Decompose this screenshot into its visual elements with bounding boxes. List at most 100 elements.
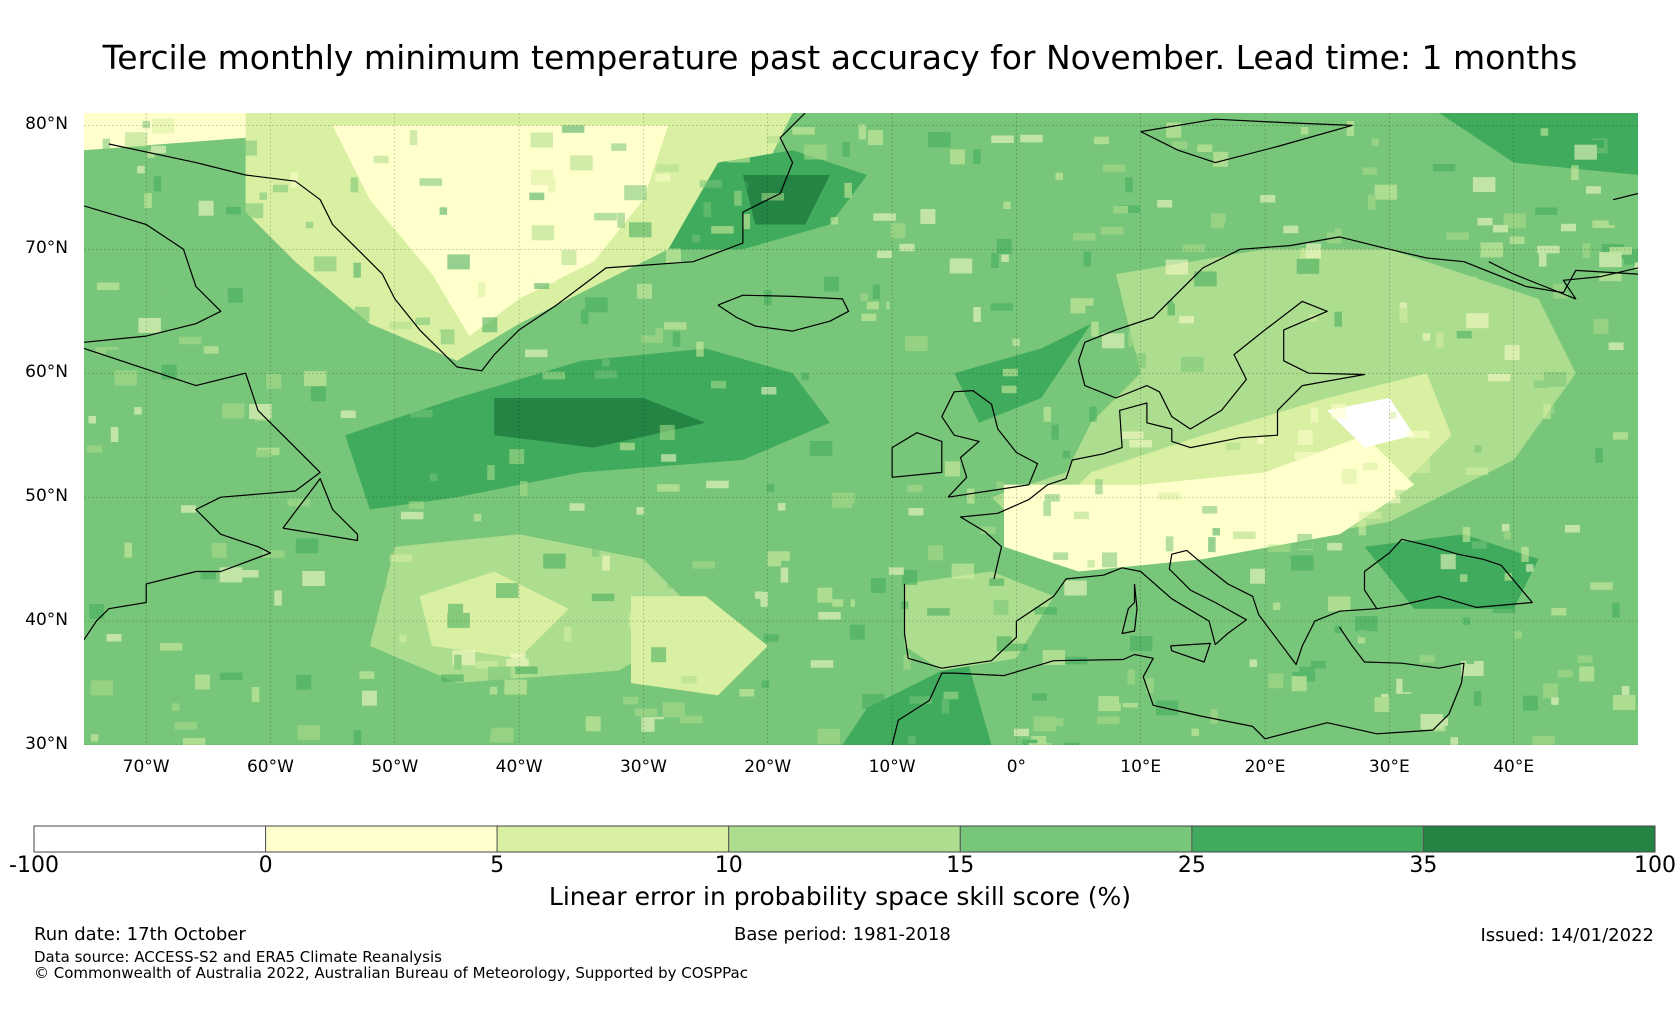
skill-region-greenland-core bbox=[332, 125, 669, 337]
skill-cell bbox=[1191, 728, 1199, 737]
skill-cell bbox=[1013, 728, 1029, 737]
skill-cell bbox=[591, 549, 600, 557]
skill-cell bbox=[488, 673, 504, 682]
skill-cell bbox=[801, 372, 809, 381]
skill-cell bbox=[1306, 243, 1322, 259]
skill-cell bbox=[1465, 467, 1489, 475]
skill-cell bbox=[1504, 573, 1513, 581]
skill-cell bbox=[1233, 531, 1256, 539]
skill-cell bbox=[727, 147, 750, 163]
skill-cell bbox=[1459, 574, 1468, 582]
skill-cell bbox=[899, 243, 915, 252]
skill-cell bbox=[365, 386, 389, 402]
colorbar-tick-label: 25 bbox=[1177, 853, 1206, 878]
skill-cell bbox=[1034, 607, 1058, 615]
skill-cell bbox=[876, 250, 892, 259]
skill-region-irminger bbox=[494, 398, 706, 448]
skill-cell bbox=[1532, 735, 1555, 745]
skill-cell bbox=[400, 511, 424, 520]
skill-cell bbox=[1227, 636, 1235, 644]
skill-cell bbox=[1276, 664, 1300, 672]
lon-label: 30°E bbox=[1368, 757, 1410, 777]
skill-cell bbox=[363, 581, 387, 590]
skill-cell bbox=[817, 728, 840, 744]
skill-cell bbox=[945, 430, 954, 446]
skill-cell bbox=[872, 284, 881, 300]
skill-cell bbox=[1327, 542, 1343, 551]
skill-region-norwegian-sea bbox=[867, 274, 1067, 324]
skill-cell bbox=[1422, 333, 1431, 341]
skill-cell bbox=[1551, 607, 1567, 616]
skill-cell bbox=[1614, 741, 1637, 745]
skill-cell bbox=[1599, 273, 1622, 282]
skill-cell bbox=[1521, 338, 1529, 354]
skill-cell bbox=[764, 290, 772, 306]
skill-cell bbox=[1187, 301, 1203, 309]
skill-cell bbox=[1388, 651, 1411, 659]
skill-cell bbox=[824, 276, 839, 292]
skill-cell bbox=[226, 206, 241, 215]
skill-cell bbox=[1031, 736, 1047, 745]
skill-cell bbox=[890, 223, 906, 239]
coast-newfoundland bbox=[282, 478, 359, 542]
skill-cell bbox=[907, 484, 923, 493]
skill-cell bbox=[623, 696, 639, 705]
skill-cell bbox=[1291, 555, 1314, 571]
skill-cell bbox=[1300, 127, 1309, 135]
skill-cell bbox=[1402, 677, 1418, 693]
skill-cell bbox=[731, 310, 746, 319]
skill-cell bbox=[641, 335, 657, 343]
skill-cell bbox=[1091, 156, 1099, 172]
skill-cell bbox=[172, 703, 180, 711]
skill-cell bbox=[888, 567, 904, 575]
skill-cell bbox=[1543, 371, 1567, 387]
skill-cell bbox=[1294, 451, 1318, 460]
skill-cell bbox=[753, 225, 769, 241]
lat-label: 30°N bbox=[25, 734, 68, 754]
skill-cell bbox=[415, 317, 430, 325]
skill-cell bbox=[843, 593, 851, 609]
skill-cell bbox=[1471, 541, 1487, 549]
skill-cell bbox=[1089, 406, 1097, 422]
skill-cell bbox=[624, 185, 647, 201]
skill-cell bbox=[1119, 687, 1142, 703]
skill-cell bbox=[1630, 386, 1638, 395]
skill-cell bbox=[530, 132, 553, 148]
skill-cell bbox=[489, 686, 498, 695]
skill-cell bbox=[1450, 737, 1458, 745]
skill-cell bbox=[656, 164, 679, 172]
skill-cell bbox=[530, 170, 554, 185]
colorbar-bin bbox=[265, 825, 498, 853]
skill-cell bbox=[216, 169, 240, 178]
skill-cell bbox=[295, 538, 319, 554]
skill-cell bbox=[703, 202, 711, 218]
skill-cell bbox=[1202, 506, 1218, 514]
skill-cell bbox=[142, 120, 150, 129]
skill-cell bbox=[580, 309, 589, 325]
skill-cell bbox=[1571, 165, 1579, 181]
skill-cell bbox=[1414, 458, 1430, 474]
skill-cell bbox=[657, 484, 680, 492]
skill-cell bbox=[1540, 128, 1549, 136]
skill-cell bbox=[852, 503, 868, 519]
skill-cell bbox=[1004, 643, 1028, 652]
skill-cell bbox=[1179, 315, 1195, 324]
skill-cell bbox=[410, 410, 433, 418]
skill-cell bbox=[1002, 368, 1018, 377]
skill-cell bbox=[1129, 439, 1152, 448]
skill-cell bbox=[1533, 380, 1549, 388]
coast-sicily bbox=[1170, 642, 1211, 663]
skill-cell bbox=[389, 554, 413, 562]
skill-cell bbox=[563, 626, 572, 642]
skill-cell bbox=[1593, 318, 1609, 334]
skill-cell bbox=[1440, 554, 1456, 570]
skill-cell bbox=[124, 132, 148, 148]
skill-cell bbox=[333, 279, 349, 287]
skill-cell bbox=[1172, 141, 1188, 149]
skill-cell bbox=[1213, 151, 1229, 167]
skill-cell bbox=[1064, 742, 1080, 745]
skill-cell bbox=[1504, 345, 1520, 360]
skill-cell bbox=[144, 193, 152, 209]
skill-cell bbox=[585, 297, 608, 313]
